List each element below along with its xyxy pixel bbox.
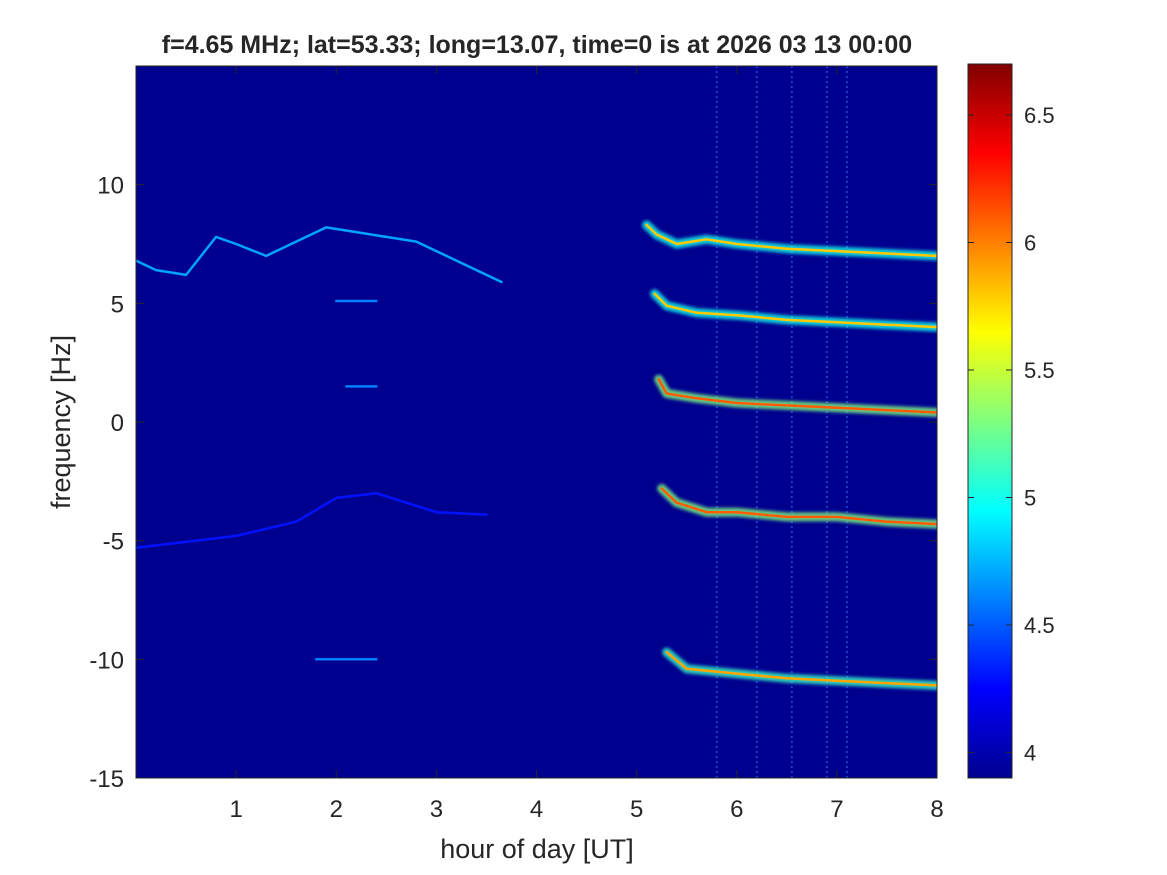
- trace-line: [660, 487, 937, 526]
- colorbar-tick-label: 6.5: [1024, 103, 1055, 128]
- colorbar-tick-label: 5.5: [1024, 358, 1055, 383]
- colorbar-tick-label: 4.5: [1024, 613, 1055, 638]
- spectrogram-traces: [136, 66, 937, 778]
- x-tick-label: 7: [830, 796, 843, 823]
- plot-area: [136, 66, 937, 778]
- trace-line: [665, 650, 937, 687]
- trace-line: [136, 491, 488, 550]
- x-axis: 1 2 3 4 5 6 7 8: [229, 66, 944, 823]
- y-axis: -15 -10 -5 0 5 10: [89, 173, 937, 793]
- x-tick-label: 3: [430, 796, 443, 823]
- y-axis-label: frequency [Hz]: [46, 335, 76, 509]
- y-tick-label: -10: [89, 647, 124, 674]
- colorbar-tick-label: 4: [1024, 741, 1036, 766]
- chart-title: f=4.65 MHz; lat=53.33; long=13.07, time=…: [162, 31, 912, 59]
- y-tick-label: -15: [89, 766, 124, 793]
- x-tick-label: 2: [330, 796, 343, 823]
- x-tick-label: 8: [930, 796, 943, 823]
- x-axis-label: hour of day [UT]: [440, 834, 634, 864]
- x-tick-label: 6: [730, 796, 743, 823]
- trace-line: [645, 223, 937, 258]
- x-tick-label: 5: [630, 796, 643, 823]
- trace-line: [653, 292, 937, 329]
- colorbar-axis: 4 4.5 5 5.5 6 6.5: [968, 103, 1055, 766]
- colorbar-tick-label: 5: [1024, 486, 1036, 511]
- x-tick-label: 4: [530, 796, 543, 823]
- y-tick-label: 5: [111, 291, 124, 318]
- y-tick-label: 10: [97, 173, 124, 200]
- trace-line: [136, 226, 503, 284]
- colorbar-tick-label: 6: [1024, 231, 1036, 256]
- colorbar: [967, 63, 1013, 779]
- x-tick-label: 1: [229, 796, 242, 823]
- trace-line: [657, 378, 937, 414]
- y-tick-label: 0: [111, 410, 124, 437]
- y-tick-label: -5: [103, 529, 124, 556]
